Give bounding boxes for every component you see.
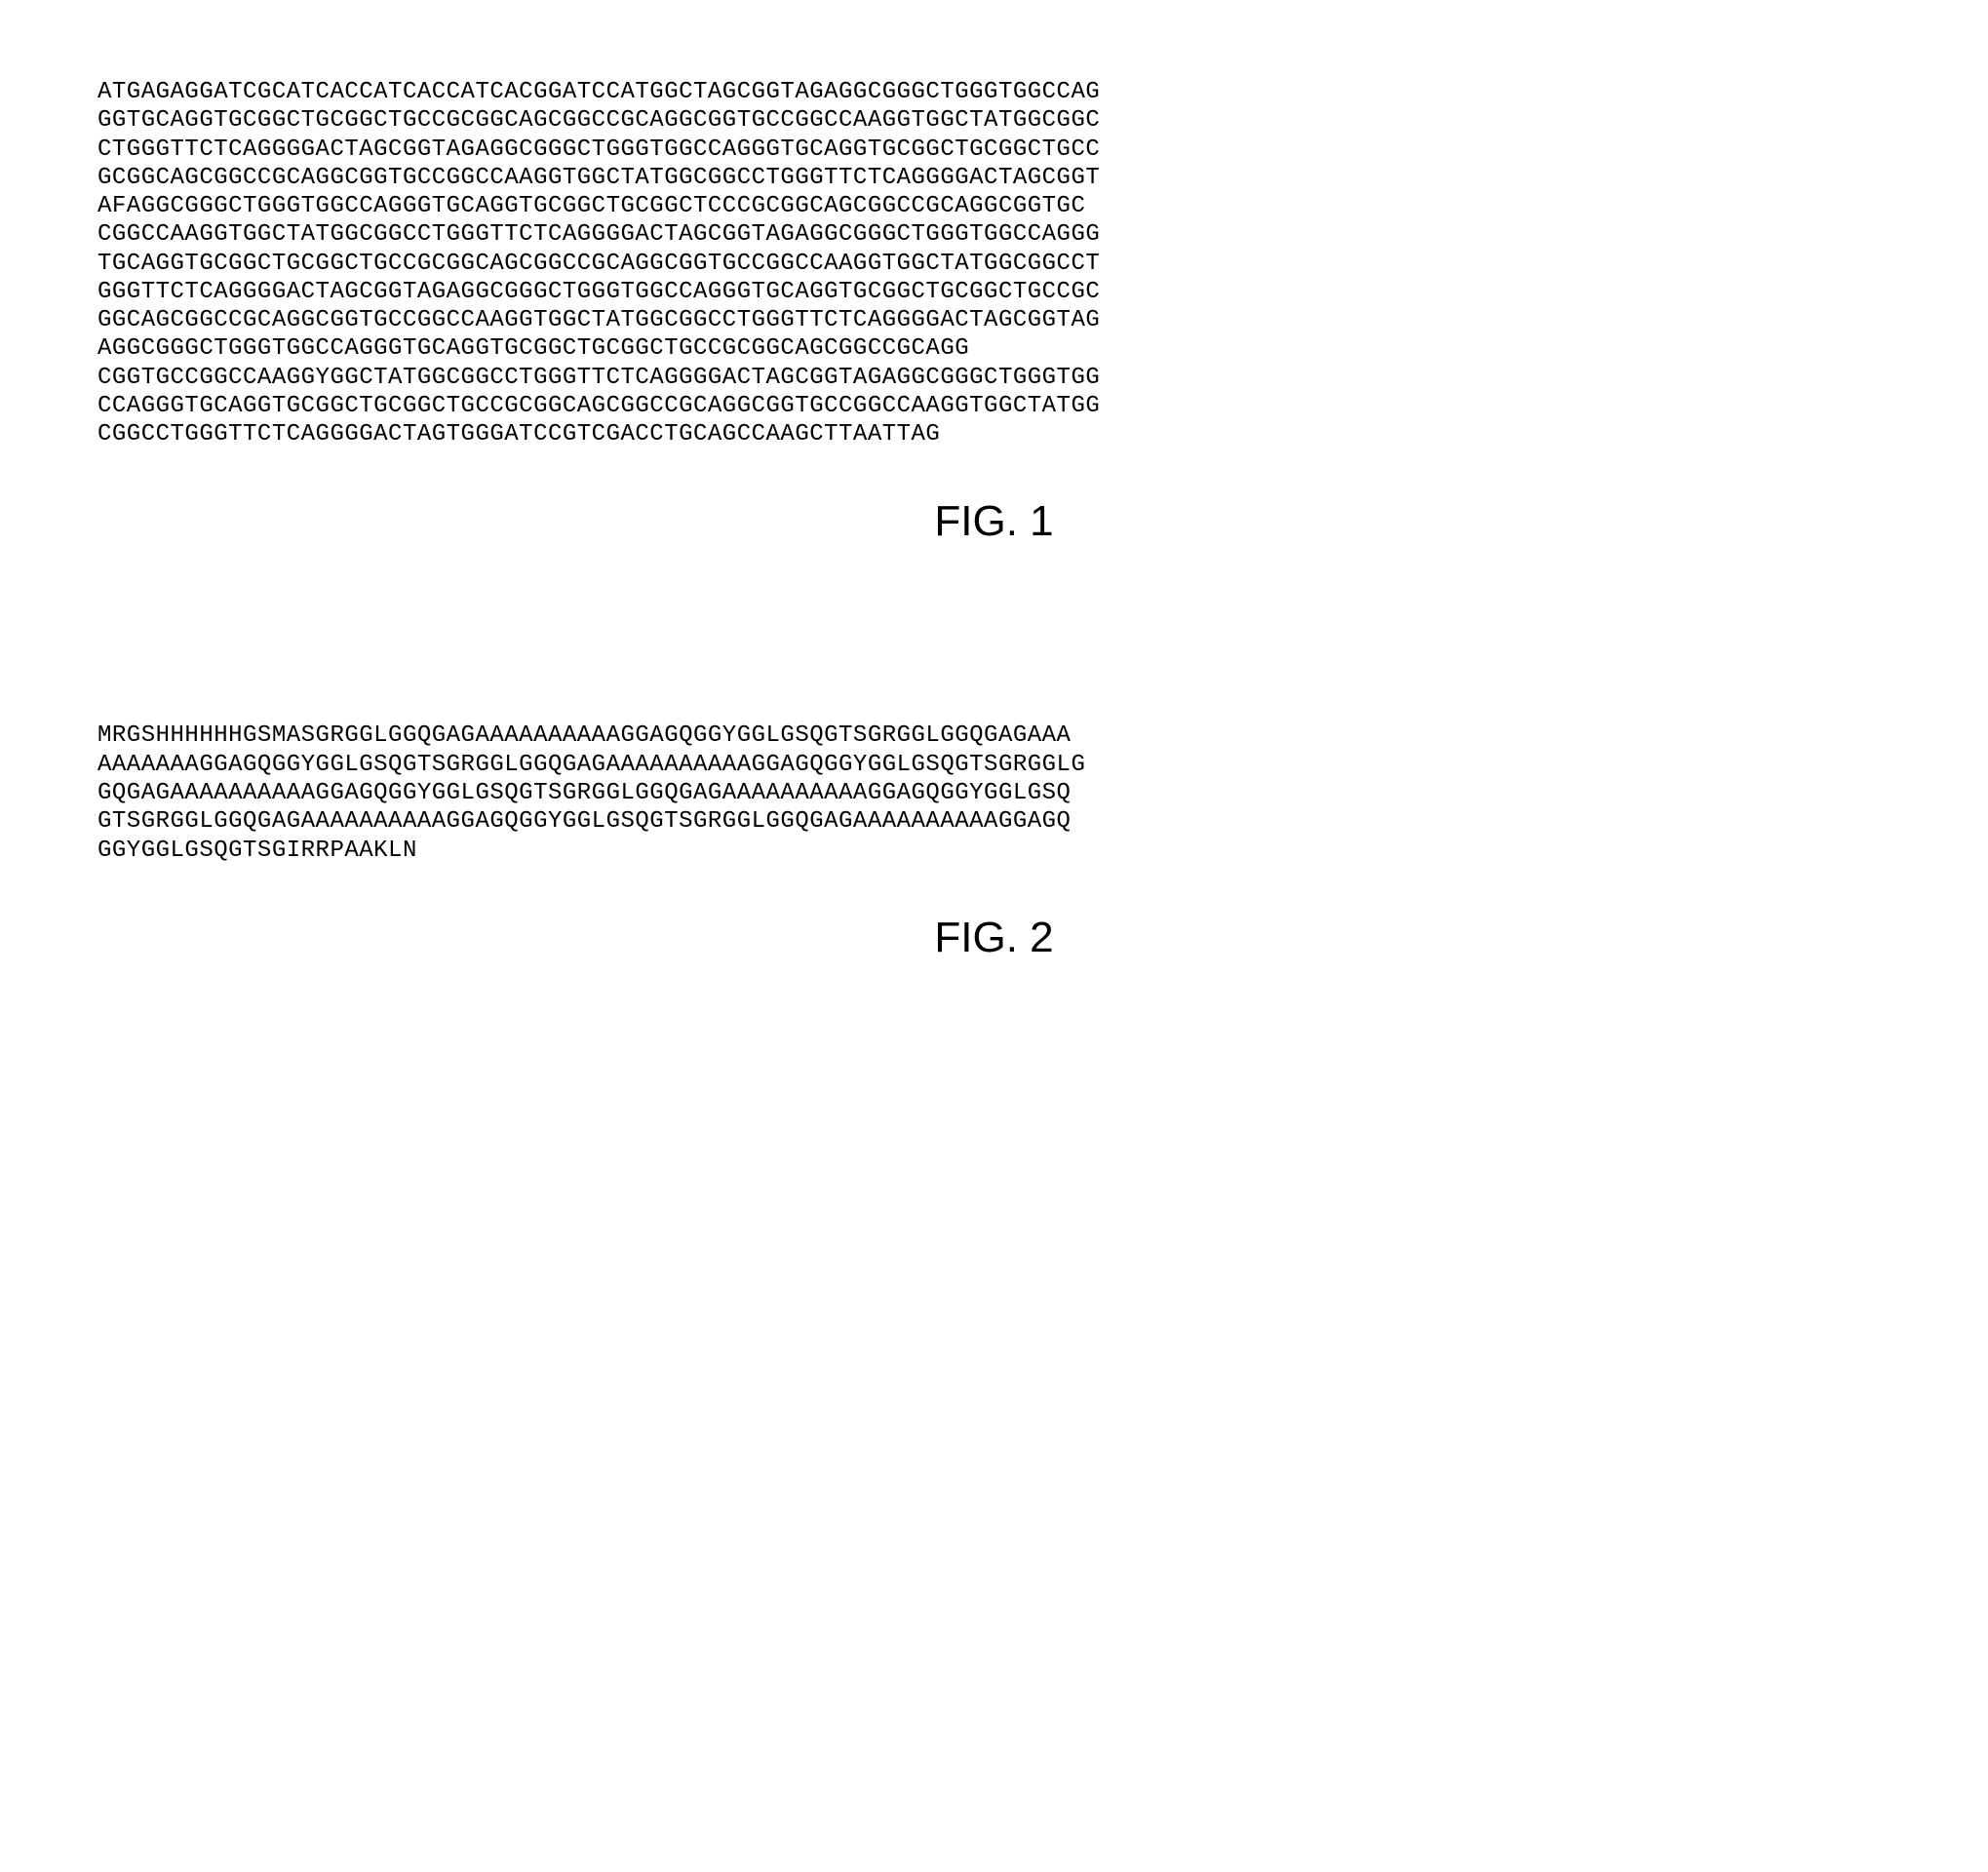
figure-2-label: FIG. 2 [97, 914, 1891, 962]
protein-sequence-block: MRGSHHHHHHGSMASGRGGLGGQGAGAAAAAAAAAAGGAG… [97, 722, 1891, 864]
figure-1-label: FIG. 1 [97, 497, 1891, 546]
dna-sequence-block: ATGAGAGGATCGCATCACCATCACCATCACGGATCCATGG… [97, 78, 1891, 448]
